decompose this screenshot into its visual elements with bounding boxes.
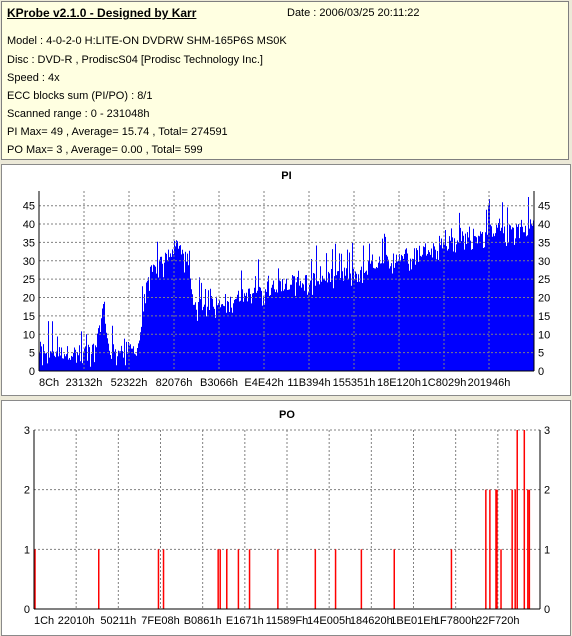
po-x-tick-label: 22010h [58, 615, 95, 627]
po-y-tick-right: 2 [544, 485, 550, 497]
speed-line: Speed : 4x [7, 72, 60, 84]
pi-y-tick-right: 35 [538, 237, 550, 249]
disc-line: Disc : DVD-R , ProdiscS04 [Prodisc Techn… [7, 54, 263, 66]
pi-y-tick-right: 30 [538, 256, 550, 268]
po-y-tick-left: 2 [24, 485, 30, 497]
model-line: Model : 4-0-2-0 H:LITE-ON DVDRW SHM-165P… [7, 35, 287, 47]
pi-x-tick-label: 1C8029h [422, 377, 467, 389]
pi-x-tick-label: 201946h [468, 377, 511, 389]
pi-x-tick-label: 23132h [66, 377, 103, 389]
pi-area [39, 197, 534, 371]
range-line: Scanned range : 0 - 231048h [7, 108, 150, 120]
pi-x-tick-label: 82076h [156, 377, 193, 389]
po-x-tick-label: 1F7800h [434, 615, 477, 627]
pi-x-tick-label: 11B394h [287, 377, 330, 389]
info-panel: KProbe v2.1.0 - Designed by Karr Date : … [1, 1, 569, 160]
po-chart: PO 0 0 1 1 2 2 3 3 1Ch 22010h 50211h 7FE08h B0861h E16… [24, 409, 550, 627]
po-y-tick-right: 1 [544, 544, 550, 556]
pi-x-tick-label: 52322h [111, 377, 148, 389]
pi-chart: PI 0 0 5 5 10 10 15 15 20 20 25 25 30 30 35 35 40 40 45 45 8C… [23, 170, 551, 389]
pi-y-tick-left: 0 [29, 366, 35, 378]
pi-x-tick-label: 18E120h [377, 377, 421, 389]
pi-y-tick-left: 15 [23, 311, 35, 323]
po-x-tick-label: E1671h [226, 615, 264, 627]
pi-y-tick-right: 15 [538, 311, 550, 323]
pi-x-tick-label: 155351h [333, 377, 376, 389]
pi-y-tick-right: 5 [538, 348, 544, 360]
pi-y-tick-left: 20 [23, 293, 35, 305]
pi-y-tick-left: 5 [29, 348, 35, 360]
pi-y-tick-right: 40 [538, 219, 550, 231]
po-chart-title: PO [279, 409, 295, 421]
pi-y-tick-right: 20 [538, 293, 550, 305]
po-x-tick-label: 22F720h [476, 615, 519, 627]
po-y-tick-right: 0 [544, 604, 550, 616]
pi-y-tick-right: 25 [538, 274, 550, 286]
po-x-tick-label: 14E005h [307, 615, 351, 627]
po-y-tick-right: 3 [544, 425, 550, 437]
pi-y-tick-left: 10 [23, 329, 35, 341]
pi-x-tick-label: 8Ch [39, 377, 59, 389]
po-x-tick-label: 1BE01Eh [390, 615, 436, 627]
po-x-tick-label: 1Ch [34, 615, 54, 627]
po-y-tick-left: 1 [24, 544, 30, 556]
pi-stats-line: PI Max= 49 , Average= 15.74 , Total= 274… [7, 126, 228, 138]
po-x-tick-label: 11589Fh [266, 615, 309, 627]
pi-y-tick-right: 0 [538, 366, 544, 378]
pi-y-tick-right: 10 [538, 329, 550, 341]
pi-y-tick-left: 30 [23, 256, 35, 268]
po-stats-line: PO Max= 3 , Average= 0.00 , Total= 599 [7, 144, 203, 156]
po-chart-panel: PO 0 0 1 1 2 2 3 3 1Ch 22010h 50211h 7FE08h B0861h E16… [1, 400, 571, 636]
pi-y-tick-left: 25 [23, 274, 35, 286]
po-x-tick-label: 7FE08h [141, 615, 180, 627]
app-title: KProbe v2.1.0 - Designed by Karr [7, 6, 197, 20]
pi-chart-title: PI [281, 170, 291, 182]
ecc-line: ECC blocks sum (PI/PO) : 8/1 [7, 90, 153, 102]
pi-x-tick-label: E4E42h [244, 377, 283, 389]
po-x-tick-label: 184620h [350, 615, 393, 627]
pi-y-tick-left: 40 [23, 219, 35, 231]
po-x-tick-label: 50211h [100, 615, 136, 627]
pi-chart-panel: PI 0 0 5 5 10 10 15 15 20 20 25 25 30 30 35 35 40 40 45 45 8C… [1, 164, 571, 396]
po-x-tick-label: B0861h [184, 615, 222, 627]
pi-y-tick-left: 35 [23, 237, 35, 249]
pi-x-tick-label: B3066h [200, 377, 238, 389]
po-y-tick-left: 0 [24, 604, 30, 616]
scan-date: Date : 2006/03/25 20:11:22 [287, 7, 420, 19]
pi-y-tick-left: 45 [23, 201, 35, 213]
pi-y-tick-right: 45 [538, 201, 550, 213]
po-y-tick-left: 3 [24, 425, 30, 437]
